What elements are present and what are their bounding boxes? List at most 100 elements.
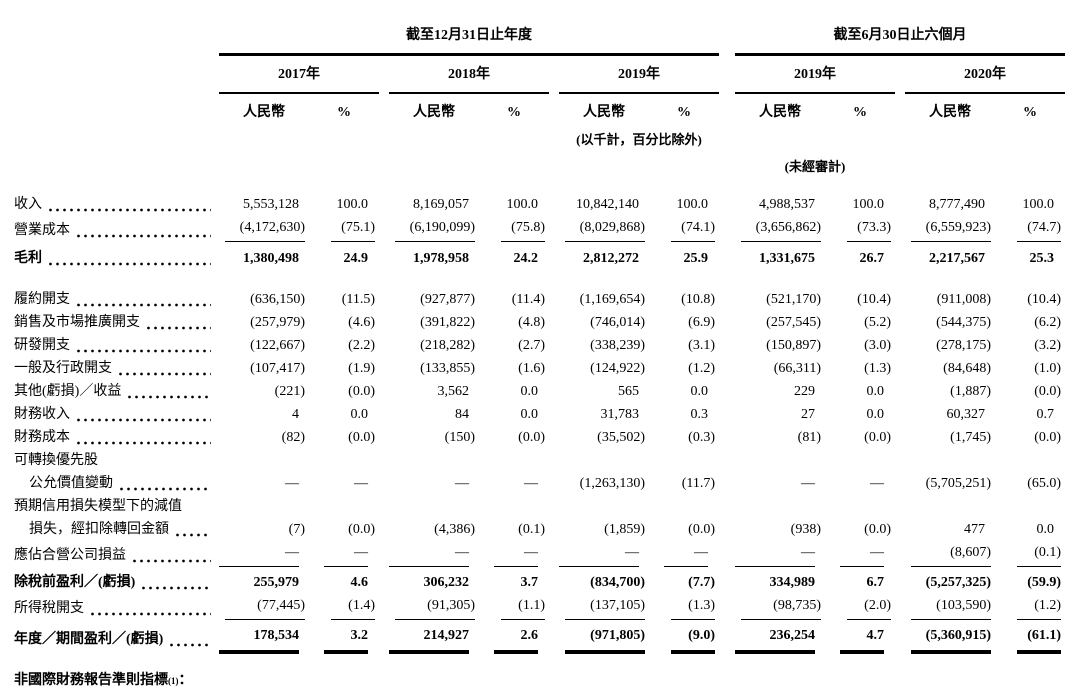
group-gap bbox=[719, 449, 735, 495]
pct-cell: 100.0 bbox=[479, 187, 549, 216]
cell-value: 6.7 bbox=[866, 575, 885, 590]
value-cell: (8,607) bbox=[905, 541, 995, 567]
cell-value: (65.0) bbox=[1027, 476, 1062, 491]
group-header-row: 截至12月31日止年度 截至6月30日止六個月 bbox=[14, 26, 1066, 56]
value-cell: (66,311) bbox=[735, 357, 825, 380]
column-spacer bbox=[549, 311, 559, 334]
header-spacer bbox=[14, 55, 219, 94]
cell-value: (1.3) bbox=[671, 594, 715, 620]
row-label: 所得稅開支 bbox=[14, 594, 219, 620]
cell-value: — bbox=[801, 476, 815, 491]
column-spacer bbox=[895, 567, 905, 594]
column-spacer bbox=[549, 567, 559, 594]
table-row: 毛利 1,380,498 24.9 1,978,958 24.2 2,812,272 25.… bbox=[14, 242, 1065, 270]
cell-value: — bbox=[219, 541, 299, 567]
year-header-2018: 2018年 bbox=[389, 54, 549, 94]
cell-value: — bbox=[494, 541, 538, 567]
pct-cell: (59.9) bbox=[995, 567, 1065, 594]
column-spacer bbox=[895, 541, 905, 567]
row-label-text: 其他(虧損)／收益 bbox=[14, 384, 122, 399]
cell-value: (1.2) bbox=[688, 361, 715, 376]
group-gap bbox=[719, 357, 735, 380]
pct-cell: (10.4) bbox=[825, 288, 895, 311]
value-cell: 236,254 bbox=[735, 620, 825, 651]
cell-value: (35,502) bbox=[597, 430, 645, 445]
cell-value: 100.0 bbox=[506, 197, 539, 212]
row-label: 銷售及市場推廣開支 bbox=[14, 311, 219, 334]
cell-value: — bbox=[524, 476, 538, 491]
pct-cell: 0.3 bbox=[649, 403, 719, 426]
pct-cell: (3.1) bbox=[649, 334, 719, 357]
value-cell: (911,008) bbox=[905, 288, 995, 311]
value-cell: (971,805) bbox=[559, 620, 649, 651]
pct-cell: (1.1) bbox=[479, 594, 549, 620]
value-cell: 565 bbox=[559, 380, 649, 403]
header-spacer bbox=[219, 125, 559, 152]
pct-cell: — bbox=[309, 541, 379, 567]
pct-cell: 100.0 bbox=[649, 187, 719, 216]
value-cell: (98,735) bbox=[735, 594, 825, 620]
cell-value: (1.2) bbox=[1017, 594, 1062, 620]
value-cell: (5,705,251) bbox=[905, 449, 995, 495]
column-spacer bbox=[895, 403, 905, 426]
row-label-text: 營業成本 bbox=[14, 223, 70, 238]
empty-cells bbox=[219, 669, 1065, 692]
value-cell: 60,327 bbox=[905, 403, 995, 426]
value-cell: (5,360,915) bbox=[905, 620, 995, 651]
value-cell: (834,700) bbox=[559, 567, 649, 594]
value-cell: (6,190,099) bbox=[389, 216, 479, 242]
pct-cell: (0.1) bbox=[479, 495, 549, 541]
row-label-text: 財務收入 bbox=[14, 407, 70, 422]
column-spacer bbox=[379, 541, 389, 567]
pct-cell: (3.0) bbox=[825, 334, 895, 357]
cell-value: (4.6) bbox=[348, 315, 375, 330]
table-row: 履約開支 (636,150) (11.5) (927,877) (11.4) (1,169… bbox=[14, 288, 1065, 311]
pct-cell: (1.0) bbox=[995, 357, 1065, 380]
dot-leader bbox=[145, 326, 211, 330]
pct-cell: (2.2) bbox=[309, 334, 379, 357]
dot-leader bbox=[75, 303, 211, 307]
cell-value: 4.6 bbox=[350, 575, 369, 590]
column-spacer bbox=[379, 55, 389, 94]
pct-cell: — bbox=[649, 541, 719, 567]
cell-value: (1,263,130) bbox=[579, 476, 645, 491]
row-gap bbox=[14, 651, 1065, 669]
value-cell: (218,282) bbox=[389, 334, 479, 357]
column-spacer bbox=[379, 620, 389, 651]
column-spacer bbox=[549, 216, 559, 242]
column-spacer bbox=[895, 449, 905, 495]
cell-value: (1,169,654) bbox=[579, 292, 645, 307]
dot-leader bbox=[117, 372, 211, 376]
value-cell: (4,172,630) bbox=[219, 216, 309, 242]
cell-value: (77,445) bbox=[225, 594, 305, 620]
row-label: 應佔合營公司損益 bbox=[14, 541, 219, 567]
pct-cell: 100.0 bbox=[825, 187, 895, 216]
pct-cell: 0.0 bbox=[825, 403, 895, 426]
value-cell: (1,887) bbox=[905, 380, 995, 403]
currency-header-row: 人民幣 % 人民幣 % 人民幣 % 人民幣 % 人民幣 % bbox=[14, 93, 1065, 125]
cell-value: 24.2 bbox=[513, 251, 539, 266]
pct-cell: — bbox=[479, 541, 549, 567]
group-gap bbox=[719, 242, 735, 270]
table-row: 一般及行政開支 (107,417) (1.9) (133,855) (1.6) (124,… bbox=[14, 357, 1065, 380]
column-spacer bbox=[549, 403, 559, 426]
table-row: 營業成本 (4,172,630) (75.1) (6,190,099) (75.8) (8… bbox=[14, 216, 1065, 242]
pct-cell: 25.3 bbox=[995, 242, 1065, 270]
cell-value: (971,805) bbox=[565, 624, 645, 651]
financial-summary-table: 截至12月31日止年度 截至6月30日止六個月 2017年 2018年 2019… bbox=[14, 26, 1066, 692]
cell-value: (521,170) bbox=[766, 292, 821, 307]
header-spacer bbox=[14, 93, 219, 125]
cell-value: 26.7 bbox=[859, 251, 885, 266]
value-cell: (1,169,654) bbox=[559, 288, 649, 311]
cell-value: 477 bbox=[964, 522, 985, 537]
pct-cell: (1.3) bbox=[649, 594, 719, 620]
cell-value: (3,656,862) bbox=[741, 216, 821, 242]
value-cell: 4,988,537 bbox=[735, 187, 825, 216]
cell-value: (6,559,923) bbox=[911, 216, 991, 242]
pct-cell: (1.4) bbox=[309, 594, 379, 620]
pct-cell: 100.0 bbox=[995, 187, 1065, 216]
cell-value: (391,822) bbox=[420, 315, 475, 330]
cell-value: (11.4) bbox=[511, 292, 545, 307]
column-spacer bbox=[895, 311, 905, 334]
row-label: 一般及行政開支 bbox=[14, 357, 219, 380]
